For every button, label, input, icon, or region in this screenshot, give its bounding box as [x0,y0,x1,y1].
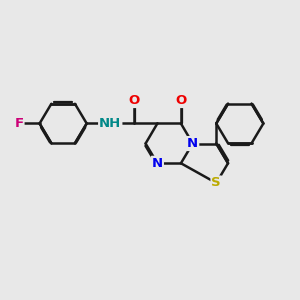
Text: N: N [187,137,198,150]
Text: F: F [14,117,23,130]
Text: O: O [128,94,140,107]
Text: S: S [212,176,221,190]
Text: N: N [152,157,163,170]
Text: NH: NH [99,117,122,130]
Text: O: O [175,94,187,107]
